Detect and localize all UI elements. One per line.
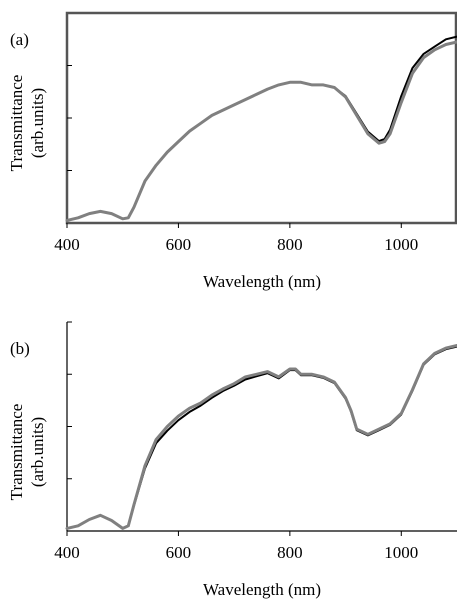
x-tick-label-a: 1000 (384, 235, 418, 254)
plot-area-a: 400 600 800 1000 (54, 11, 457, 254)
panel-label-a: (a) (10, 30, 29, 49)
y-axis-label-line1-a: Transmittance (7, 75, 26, 172)
x-tick-label-b: 1000 (384, 543, 418, 562)
x-axis-label-b: Wavelength (nm) (203, 580, 321, 599)
x-tick-label-a: 800 (277, 235, 303, 254)
chart-panel-b: (b) Transmittance (arb.units) Wavelength… (7, 321, 457, 599)
y-axis-label-line2-b: (arb.units) (28, 417, 47, 487)
y-axis-label-line2-a: (arb.units) (28, 88, 47, 158)
series-line-a-gray (65, 40, 457, 222)
plot-area-b: 400 600 800 1000 (54, 321, 457, 562)
panel-label-b: (b) (10, 339, 30, 358)
y-axis-label-line1-b: Transmittance (7, 404, 26, 501)
x-axis-label-a: Wavelength (nm) (203, 272, 321, 291)
series-line-a-black (66, 35, 457, 222)
x-tick-label-b: 600 (166, 543, 192, 562)
x-tick-label-b: 800 (277, 543, 303, 562)
x-tick-label-b: 400 (54, 543, 80, 562)
series-line-b-gray (65, 344, 457, 530)
x-tick-label-a: 600 (166, 235, 192, 254)
plot-frame-a (65, 11, 457, 225)
x-tick-label-a: 400 (54, 235, 80, 254)
chart-panel-a: (a) Transmittance (arb.units) Wavelength… (7, 11, 457, 291)
